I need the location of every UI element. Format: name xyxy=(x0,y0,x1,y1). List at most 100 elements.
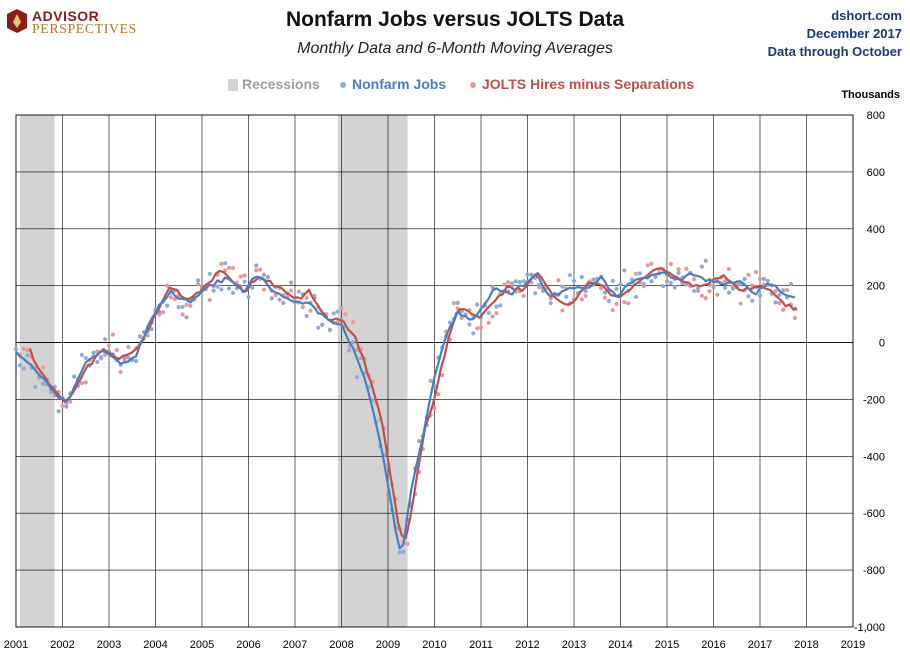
x-tick-label: 2004 xyxy=(143,639,167,651)
jolts-monthly-dot xyxy=(494,311,499,316)
jolts-monthly-dot xyxy=(242,273,247,278)
jobs-monthly-dot xyxy=(583,288,588,294)
jolts-monthly-dot xyxy=(715,292,720,297)
jolts-monthly-dot xyxy=(622,299,627,305)
jobs-monthly-dot xyxy=(289,280,294,285)
jolts-monthly-dot xyxy=(626,301,631,306)
logo-line2: PERSPECTIVES xyxy=(32,22,137,37)
jolts-monthly-dot xyxy=(548,296,553,301)
jobs-monthly-dot xyxy=(486,310,491,316)
plot-frame xyxy=(15,114,854,628)
jolts-monthly-dot xyxy=(521,293,526,298)
jolts-monthly-dot xyxy=(273,293,278,298)
y-tick-label: -200 xyxy=(863,394,885,406)
jobs-monthly-dot xyxy=(196,278,201,283)
jobs-monthly-dot xyxy=(664,279,670,284)
jolts-monthly-dot xyxy=(757,276,763,281)
legend-item-nonfarm-jobs: Nonfarm Jobs xyxy=(340,76,446,92)
jobs-monthly-dot xyxy=(180,304,185,310)
jolts-monthly-dot xyxy=(777,300,782,306)
jobs-monthly-dot xyxy=(777,292,782,298)
jolts-monthly-dot xyxy=(773,289,778,294)
jobs-monthly-dot xyxy=(79,352,84,357)
jolts-monthly-dot xyxy=(188,303,193,309)
jolts-monthly-dot xyxy=(490,314,495,319)
jobs-monthly-dot xyxy=(261,272,267,277)
jolts-monthly-dot xyxy=(792,315,797,320)
jobs-monthly-dot xyxy=(509,281,515,286)
jolts-moving-average-line xyxy=(28,267,798,539)
jobs-monthly-dot xyxy=(13,347,19,352)
jolts-monthly-dot xyxy=(258,267,263,272)
jolts-monthly-dot xyxy=(308,308,313,313)
jobs-monthly-dot xyxy=(99,356,104,361)
y-tick-label: -400 xyxy=(863,451,885,463)
jolts-monthly-dot xyxy=(238,274,243,279)
jolts-monthly-dot xyxy=(478,325,484,330)
chart-title: Nonfarm Jobs versus JOLTS Data xyxy=(285,8,625,31)
jolts-monthly-dot xyxy=(676,267,681,272)
jobs-monthly-dot xyxy=(72,374,77,379)
x-tick-label: 2009 xyxy=(376,639,400,651)
jolts-monthly-dot xyxy=(83,380,88,385)
jolts-monthly-dot xyxy=(475,326,480,331)
chart-legend: Recessions Nonfarm Jobs JOLTS Hires minu… xyxy=(0,76,910,96)
legend-label: Recessions xyxy=(242,76,320,92)
y-tick-label: 600 xyxy=(867,167,885,179)
recession-band xyxy=(337,115,408,627)
x-tick-label: 2011 xyxy=(469,639,493,651)
jolts-monthly-dot xyxy=(707,289,712,294)
jolts-monthly-dot xyxy=(405,541,410,547)
jobs-monthly-dot xyxy=(711,285,716,290)
jobs-monthly-dot xyxy=(103,337,108,342)
x-tick-label: 2015 xyxy=(655,639,679,651)
jolts-monthly-dot xyxy=(184,302,189,307)
jobs-monthly-dot xyxy=(537,282,542,288)
jobs-monthly-dot xyxy=(277,297,282,302)
jobs-monthly-dot xyxy=(335,309,340,314)
jobs-monthly-dot xyxy=(610,278,615,283)
jolts-monthly-dot xyxy=(289,288,294,293)
jobs-monthly-dot xyxy=(761,276,766,282)
jobs-monthly-dot xyxy=(320,322,325,327)
jobs-monthly-dot xyxy=(64,404,69,409)
jobs-monthly-dot xyxy=(606,298,611,304)
recession-swatch-icon xyxy=(228,79,238,92)
jolts-monthly-dot xyxy=(172,296,177,302)
y-tick-label: -1,000 xyxy=(854,622,885,634)
x-tick-label: 2001 xyxy=(4,639,28,651)
jobs-monthly-dot xyxy=(490,285,495,290)
jolts-monthly-dot xyxy=(668,261,673,267)
jobs-monthly-dot xyxy=(560,284,565,289)
jolts-monthly-dot xyxy=(560,308,565,313)
jobs-monthly-dot xyxy=(517,279,522,285)
jobs-monthly-dot xyxy=(746,294,751,299)
jobs-monthly-dot xyxy=(83,355,88,361)
jolts-monthly-dot xyxy=(25,347,30,353)
x-tick-label: 2003 xyxy=(97,639,121,651)
jobs-monthly-dot xyxy=(137,334,143,339)
jobs-monthly-dot xyxy=(513,279,518,284)
jobs-monthly-dot xyxy=(358,356,363,361)
jobs-monthly-dot xyxy=(649,279,654,284)
chart-subtitle: Monthly Data and 6-Month Moving Averages xyxy=(297,40,613,57)
jolts-monthly-dot xyxy=(60,403,65,409)
source-date: December 2017 xyxy=(806,26,902,41)
jolts-monthly-dot xyxy=(684,266,689,271)
jolts-monthly-dot xyxy=(145,333,150,338)
jolts-monthly-dot xyxy=(583,293,588,298)
jobs-monthly-dot xyxy=(347,348,352,353)
jolts-monthly-dot xyxy=(781,307,786,312)
jolts-monthly-dot xyxy=(261,287,267,292)
jobs-monthly-dot xyxy=(25,352,30,358)
jolts-monthly-dot xyxy=(110,332,115,337)
jolts-monthly-dot xyxy=(254,268,259,273)
jolts-monthly-dot xyxy=(296,289,301,294)
y-tick-label: 200 xyxy=(867,281,885,293)
jolts-monthly-dot xyxy=(180,312,185,317)
jobs-monthly-dot xyxy=(165,303,170,308)
x-tick-label: 2014 xyxy=(608,639,632,651)
jobs-monthly-dot xyxy=(281,300,286,306)
jolts-monthly-dot xyxy=(161,310,166,315)
jolts-monthly-dot xyxy=(21,346,26,352)
